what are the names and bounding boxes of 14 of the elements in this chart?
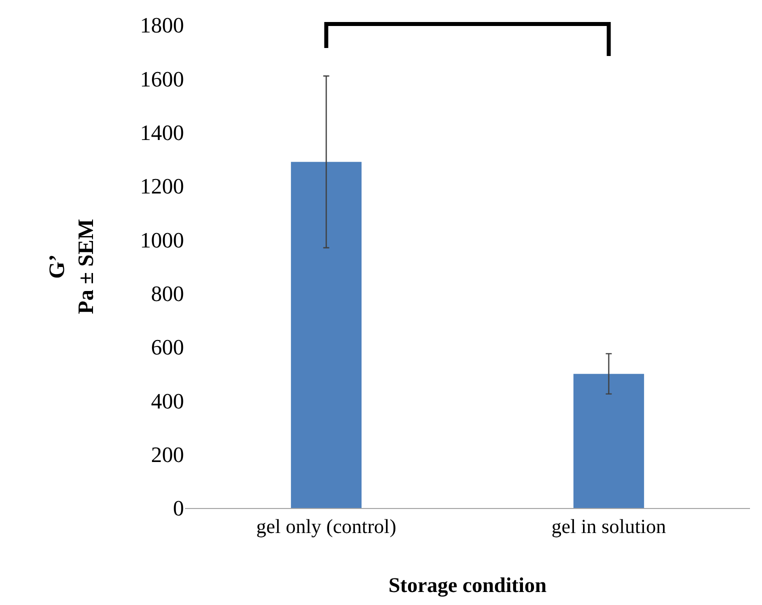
y-tick-label: 1000	[140, 227, 184, 252]
x-tick-label: gel in solution	[552, 516, 666, 538]
y-tick-label: 200	[151, 442, 184, 468]
x-axis-title: Storage condition	[388, 573, 547, 598]
y-axis-title: G’ Pa ± SEM	[44, 218, 98, 314]
y-tick-label: 0	[173, 496, 184, 521]
y-tick-label: 1800	[140, 12, 184, 38]
y-tick-label: 1600	[140, 66, 184, 92]
y-tick-label: 1400	[140, 120, 184, 146]
y-tick-label: 800	[151, 281, 184, 306]
x-tick-label: gel only (control)	[256, 516, 396, 538]
y-tick-label: 600	[151, 334, 184, 360]
y-tick-label: 400	[151, 388, 184, 414]
y-tick-label: 1200	[140, 174, 184, 199]
